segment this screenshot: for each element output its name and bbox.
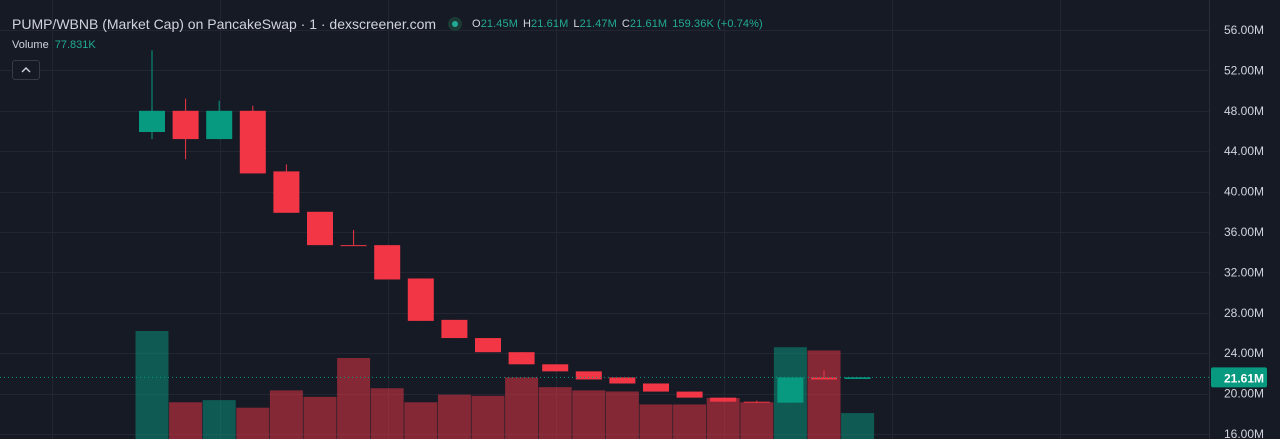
- volume-bar: [538, 387, 572, 439]
- price-tick-label: 28.00M: [1224, 306, 1264, 320]
- chevron-up-icon: [21, 67, 31, 73]
- live-status-dot-icon: [448, 17, 463, 31]
- candle-body: [777, 377, 804, 403]
- change-value: 159.36K (+0.74%): [672, 18, 763, 30]
- candle-body: [676, 391, 703, 398]
- close-label: C: [621, 18, 630, 30]
- volume-bar: [572, 390, 606, 439]
- candle-body: [844, 377, 871, 379]
- price-tick-label: 52.00M: [1224, 63, 1264, 77]
- price-tick-label: 48.00M: [1224, 104, 1264, 118]
- candle-body: [542, 364, 569, 372]
- price-tick-label: 16.00M: [1224, 427, 1264, 439]
- low-value: 21.47M: [579, 18, 617, 30]
- current-price-label: 21.61M: [1224, 371, 1264, 385]
- candle-body: [374, 245, 401, 280]
- chart-legend: PUMP/WBNB (Market Cap) on PancakeSwap · …: [12, 14, 763, 34]
- volume-bar: [202, 400, 236, 439]
- candle-body: [239, 110, 266, 174]
- volume-bar: [740, 402, 774, 439]
- candle-body: [441, 319, 468, 339]
- volume-bar: [437, 394, 471, 439]
- low-label: L: [573, 18, 580, 30]
- volume-bar: [303, 396, 337, 439]
- volume-bar: [471, 395, 505, 439]
- collapse-legend-button[interactable]: [12, 60, 40, 80]
- candle-body: [139, 110, 165, 133]
- current-price-tag: [1211, 367, 1267, 388]
- volume-bar: [706, 397, 740, 439]
- volume-bar: [269, 390, 303, 439]
- volume-bar: [169, 402, 203, 439]
- candle-body: [475, 338, 501, 353]
- volume-legend: Volume 77.831K: [12, 39, 96, 51]
- open-value: 21.45M: [480, 18, 518, 30]
- volume-bar: [841, 413, 875, 439]
- pair-title: PUMP/WBNB (Market Cap) on PancakeSwap · …: [12, 16, 437, 32]
- price-tick-label: 36.00M: [1224, 225, 1264, 239]
- price-tick-label: 32.00M: [1224, 265, 1264, 279]
- candle-body: [172, 110, 199, 140]
- candle-body: [575, 371, 602, 380]
- volume-bar: [807, 350, 841, 439]
- volume-bar: [605, 391, 639, 439]
- volume-bar: [639, 404, 673, 439]
- candle-body: [407, 278, 434, 321]
- volume-label: Volume: [12, 39, 49, 51]
- candle-body: [508, 352, 535, 365]
- volume-bar: [337, 358, 371, 439]
- candle-body: [643, 383, 669, 392]
- close-value: 21.61M: [629, 18, 668, 30]
- high-label: H: [523, 18, 532, 30]
- candle-body: [743, 401, 770, 403]
- price-tick-label: 56.00M: [1224, 23, 1264, 37]
- candle-body: [206, 110, 233, 140]
- candle-body: [811, 377, 837, 380]
- price-tick-label: 44.00M: [1224, 144, 1264, 158]
- volume-value: 77.831K: [54, 39, 96, 51]
- candle-body: [273, 171, 300, 213]
- volume-bar: [673, 404, 707, 439]
- volume-bar: [236, 407, 270, 439]
- high-value: 21.61M: [531, 18, 569, 30]
- volume-bar: [135, 331, 169, 439]
- volume-bar: [505, 377, 539, 439]
- ohlc-readout: O21.45M H21.61M L21.47M C21.61M 159.36K (+0.…: [472, 18, 763, 30]
- price-tick-label: 20.00M: [1224, 387, 1264, 401]
- candle-body: [710, 397, 737, 402]
- open-label: O: [472, 18, 481, 30]
- price-tick-label: 24.00M: [1224, 346, 1264, 360]
- price-tick-label: 40.00M: [1224, 185, 1264, 199]
- candle-body: [609, 377, 636, 384]
- volume-bar: [404, 402, 438, 439]
- volume-bar: [370, 388, 404, 439]
- candle-body: [340, 245, 367, 247]
- candle-body: [307, 211, 333, 246]
